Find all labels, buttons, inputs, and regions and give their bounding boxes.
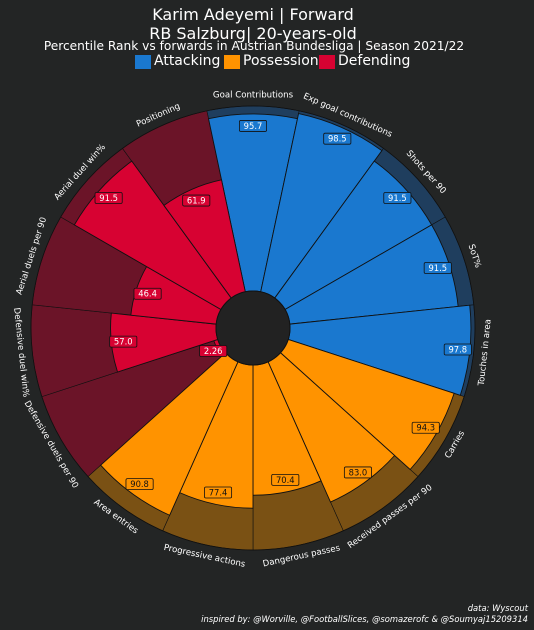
outer-ring <box>30 105 476 551</box>
value-labels: 95.7 98.5 91.5 91.5 97.8 94.3 83.0 70.4 77.4 90.8… <box>94 120 472 499</box>
legend-swatch-defending <box>319 55 335 69</box>
value-box-sot <box>423 262 452 274</box>
center-circle <box>215 290 291 366</box>
slices <box>73 113 472 516</box>
param-label-defensive-duel-win: Defensive duel win% <box>11 307 30 398</box>
value-box-shots-per-90 <box>383 192 412 204</box>
value-label-area-entries: 90.8 <box>130 479 149 489</box>
value-box-dangerous-passes <box>271 473 300 486</box>
value-label-defensive-duels-per-90: 2.26 <box>204 346 223 356</box>
value-label-received-passes-per-90: 83.0 <box>349 467 368 477</box>
value-box-defensive-duels-per-90 <box>199 345 228 357</box>
value-label-goal-contributions: 95.7 <box>244 121 263 131</box>
value-box-positioning <box>182 194 211 207</box>
chart-subtitle: Percentile Rank vs forwards in Austrian … <box>44 39 464 53</box>
legend-label-possession: Possession <box>243 53 319 69</box>
value-label-dangerous-passes: 70.4 <box>276 475 295 485</box>
value-box-touches-in-area <box>443 343 472 356</box>
legend-swatch-possession <box>224 55 240 69</box>
credits: inspired by: @Worville, @FootballSlices,… <box>201 614 528 624</box>
param-label-touches-in-area: Touches in area <box>477 319 494 388</box>
value-box-aerial-duel-win <box>94 192 123 204</box>
value-box-goal-contributions <box>238 120 267 132</box>
value-label-sot: 91.5 <box>428 263 447 273</box>
value-box-defensive-duel-win <box>109 335 138 348</box>
legend-swatch-attacking <box>135 55 151 69</box>
value-box-aerial-duels-per-90 <box>133 287 162 300</box>
value-box-area-entries <box>125 478 154 491</box>
value-label-touches-in-area: 97.8 <box>448 345 467 355</box>
value-box-progressive-actions <box>204 486 233 499</box>
param-label-goal-contributions: Goal Contributions <box>213 91 294 101</box>
value-label-defensive-duel-win: 57.0 <box>114 337 133 347</box>
value-label-carries: 94.3 <box>416 423 435 433</box>
chart-title: Karim Adeyemi | Forward <box>152 5 354 24</box>
value-label-aerial-duel-win: 91.5 <box>99 193 118 203</box>
value-label-positioning: 61.9 <box>187 196 206 206</box>
value-label-exp-goal-contributions: 98.5 <box>328 134 347 144</box>
value-box-carries <box>411 421 440 434</box>
value-box-received-passes-per-90 <box>343 466 372 479</box>
legend-label-defending: Defending <box>338 53 410 69</box>
value-label-shots-per-90: 91.5 <box>388 193 407 203</box>
value-box-exp-goal-contributions <box>323 132 352 145</box>
legend: Attacking Possession Defending <box>135 53 410 69</box>
param-label-sot: SoT% <box>466 243 483 269</box>
value-label-aerial-duels-per-90: 46.4 <box>138 289 157 299</box>
value-label-progressive-actions: 77.4 <box>209 488 228 498</box>
data-source: data: Wyscout <box>468 603 529 613</box>
chart-title-line2: RB Salzburg| 20-years-old <box>149 24 357 43</box>
legend-label-attacking: Attacking <box>154 53 220 69</box>
